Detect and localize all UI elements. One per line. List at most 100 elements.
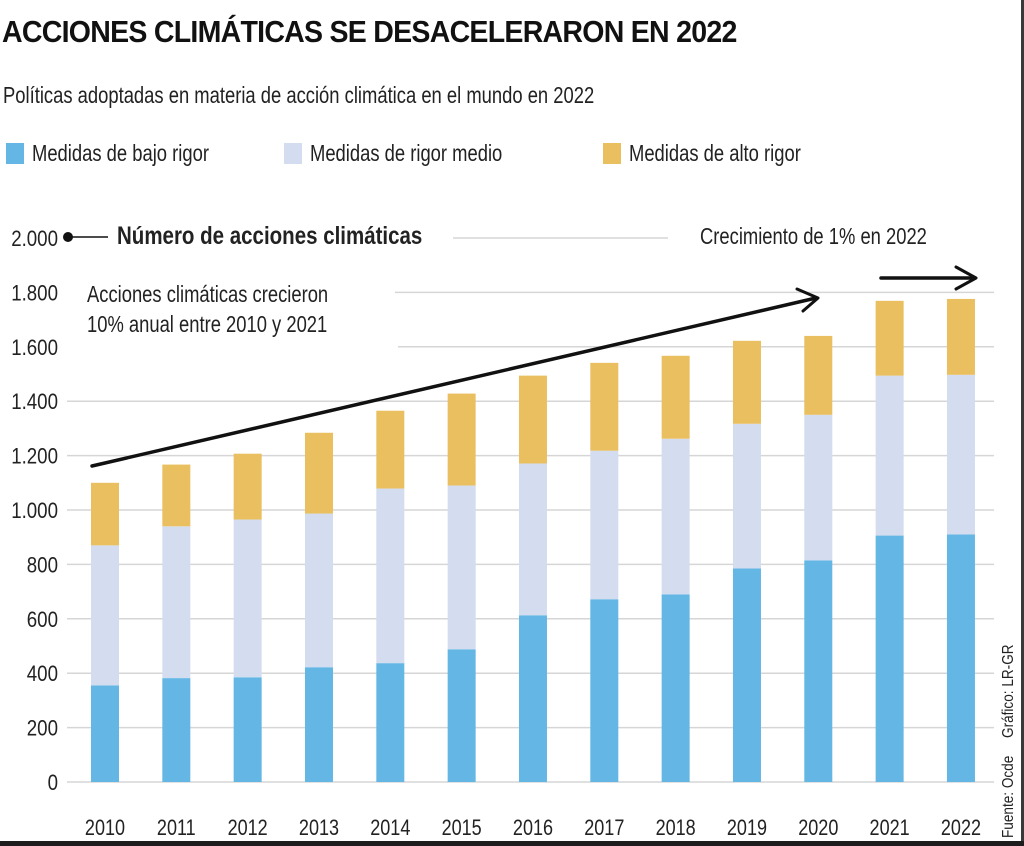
bar-stack-2017: [590, 362, 619, 782]
y-tick-label: 2.000: [11, 228, 58, 252]
chart-title: ACCIONES CLIMÁTICAS SE DESACELERARON EN …: [2, 14, 737, 49]
x-tick-label: 2013: [299, 816, 339, 840]
bar-medium-2013: [304, 513, 333, 668]
bar-stack-2020: [804, 335, 833, 782]
y-tick-label: 1.600: [11, 336, 58, 360]
bar-medium-2010: [91, 545, 119, 686]
bar-high-2016: [518, 375, 547, 464]
bar-medium-2015: [447, 485, 476, 650]
bar-stack-2011: [162, 464, 191, 782]
bar-stack-2022: [946, 298, 975, 782]
bar-stack-2010: [91, 482, 119, 782]
y-tick-label: 0: [48, 772, 58, 796]
bar-high-2021: [875, 300, 904, 376]
bar-high-2020: [804, 335, 833, 415]
x-tick-label: 2021: [870, 816, 910, 840]
y-tick-label: 1.200: [11, 445, 58, 469]
bar-medium-2021: [875, 375, 904, 536]
legend-label-high: Medidas de alto rigor: [629, 140, 801, 166]
bar-low-2016: [518, 615, 547, 782]
chart-subtitle: Políticas adoptadas en materia de acción…: [3, 82, 595, 108]
x-axis-labels: 2010 2011 2012 2013 2014 2015 2016 2017 2018 2019…: [85, 816, 981, 840]
bar-high-2013: [304, 432, 333, 514]
bar-low-2011: [162, 678, 191, 782]
legend-label-low: Medidas de bajo rigor: [32, 140, 209, 166]
bar-medium-2011: [162, 526, 191, 679]
bar-high-2019: [732, 340, 761, 424]
bar-high-2017: [590, 362, 619, 451]
trend-arrow-2010-2021: [90, 287, 820, 468]
bars: [91, 298, 975, 782]
legend-swatch-low: [6, 143, 24, 164]
bar-stack-2014: [376, 410, 405, 782]
growth-2022-annotation: Crecimiento de 1% en 2022: [700, 224, 927, 249]
legend: Medidas de bajo rigor Medidas de rigor m…: [0, 140, 1000, 174]
x-tick-label: 2019: [727, 816, 767, 840]
legend-swatch-medium: [284, 143, 302, 164]
bar-stack-2021: [875, 300, 904, 782]
bar-stack-2012: [233, 453, 262, 782]
x-tick-label: 2017: [584, 816, 624, 840]
bar-stack-2013: [304, 432, 333, 782]
x-tick-label: 2012: [228, 816, 268, 840]
bar-medium-2012: [233, 519, 262, 678]
bar-high-2018: [661, 355, 690, 439]
y-tick-label: 800: [27, 554, 58, 578]
bar-high-2010: [91, 482, 119, 546]
bar-high-2012: [233, 453, 262, 520]
y-tick-label: 1.000: [11, 500, 58, 524]
legend-item-medium: Medidas de rigor medio: [284, 140, 550, 167]
x-tick-label: 2011: [157, 816, 196, 840]
x-tick-label: 2016: [513, 816, 553, 840]
bar-low-2021: [875, 535, 904, 782]
legend-item-high: Medidas de alto rigor: [603, 140, 844, 167]
growth-annotation-line2: 10% anual entre 2010 y 2021: [87, 312, 327, 337]
y-tick-label: 200: [27, 717, 58, 741]
bar-stack-2015: [447, 393, 476, 782]
x-tick-label: 2014: [370, 816, 410, 840]
bar-medium-2019: [732, 423, 761, 569]
bar-low-2015: [447, 649, 476, 782]
y-tick-label: 400: [27, 663, 58, 687]
bar-medium-2014: [376, 488, 405, 664]
bar-low-2022: [946, 534, 975, 782]
legend-label-medium: Medidas de rigor medio: [310, 140, 503, 166]
bar-low-2014: [376, 663, 405, 782]
bar-stack-2019: [732, 340, 761, 782]
growth-annotation-line1: Acciones climáticas crecieron: [87, 282, 328, 307]
frame-border-right: [1021, 0, 1024, 846]
source-text: Fuente: Ocde: [1000, 756, 1017, 838]
bar-low-2018: [661, 594, 690, 782]
bar-low-2012: [233, 677, 262, 782]
bar-high-2022: [946, 298, 975, 375]
bar-stack-2018: [661, 355, 690, 782]
bar-low-2013: [304, 667, 333, 782]
x-tick-label: 2010: [85, 816, 125, 840]
x-tick-label: 2015: [442, 816, 482, 840]
bar-low-2017: [590, 599, 619, 782]
bar-high-2015: [447, 393, 476, 486]
bar-high-2011: [162, 464, 191, 527]
bar-low-2019: [732, 568, 761, 782]
trend-arrow-2022: [879, 265, 978, 291]
axis-title: Número de acciones climáticas: [117, 221, 422, 249]
bar-medium-2017: [590, 450, 619, 600]
bar-high-2014: [376, 410, 405, 489]
bar-stack-2016: [518, 375, 547, 782]
y-axis-labels: 0 200 400 600 800 1.000 1.200 1.400 1.600 1.800 2.…: [11, 228, 58, 796]
y-tick-label: 600: [27, 608, 58, 632]
x-tick-label: 2022: [941, 816, 981, 840]
x-tick-label: 2018: [656, 816, 696, 840]
legend-swatch-high: [603, 143, 621, 164]
bar-medium-2016: [518, 463, 547, 616]
bar-low-2020: [804, 560, 833, 782]
bar-low-2010: [91, 685, 119, 782]
bar-medium-2018: [661, 438, 690, 595]
frame-border-bottom: [0, 841, 1024, 846]
bar-medium-2022: [946, 374, 975, 535]
y-tick-label: 1.800: [11, 282, 58, 306]
legend-item-low: Medidas de bajo rigor: [6, 140, 253, 167]
credit-text: Gráfico: LR-GR: [1000, 644, 1017, 738]
bar-medium-2020: [804, 414, 833, 561]
